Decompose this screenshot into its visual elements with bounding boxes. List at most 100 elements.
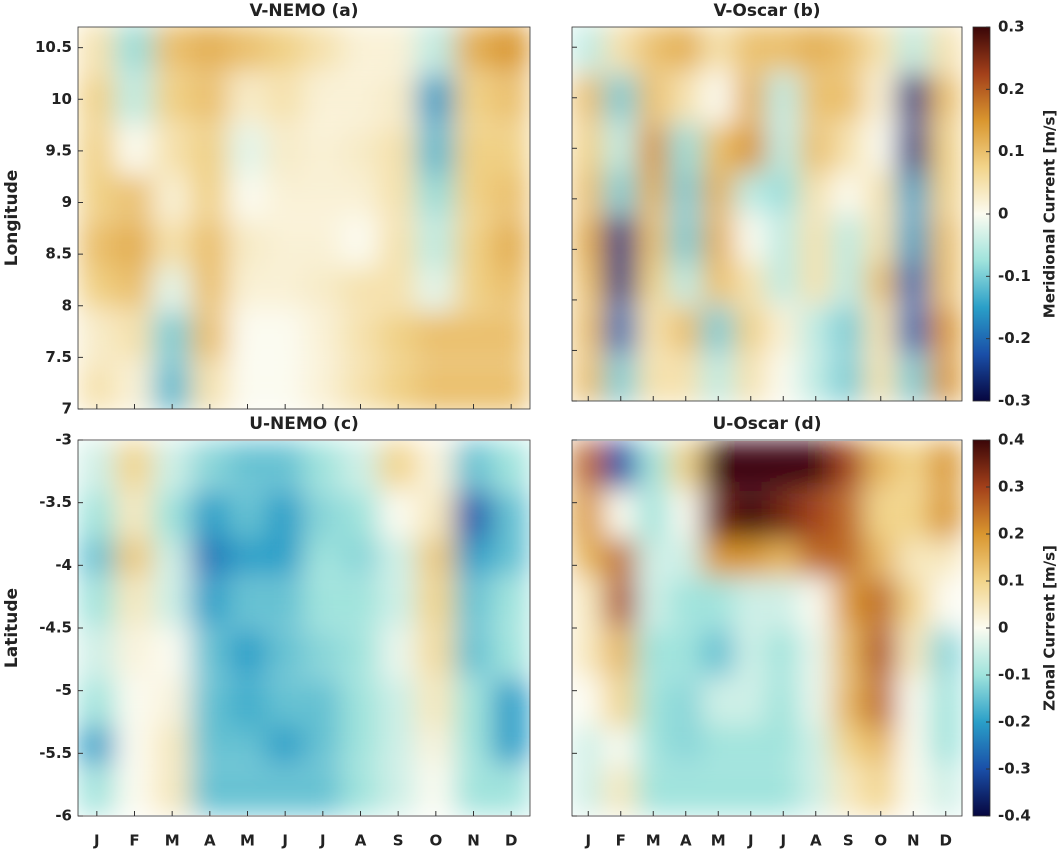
cell: [78, 766, 117, 815]
cell: [115, 491, 154, 540]
cell: [636, 629, 670, 678]
colorbar-label: Zonal Current [m/s]: [1041, 545, 1059, 711]
cell: [766, 766, 800, 815]
cell: [864, 629, 898, 678]
cell: [636, 491, 670, 540]
cell: [341, 312, 380, 362]
cell: [78, 679, 117, 728]
x-tick-label: N: [907, 832, 920, 850]
cell: [636, 441, 670, 490]
cell: [734, 578, 768, 627]
cell: [454, 126, 493, 176]
cell: [604, 215, 638, 264]
cell: [831, 124, 865, 173]
cell: [303, 363, 343, 409]
cell: [378, 491, 418, 540]
cell: [864, 441, 898, 490]
cell: [228, 441, 267, 490]
cell: [78, 167, 117, 217]
cell: [416, 167, 456, 217]
cell: [572, 124, 605, 173]
cell: [831, 629, 865, 678]
colorbar-tick-label: -0.4: [998, 807, 1031, 825]
x-tick-label: A: [680, 832, 692, 850]
panel-title: U-Oscar (d): [713, 414, 822, 434]
cell: [190, 578, 230, 627]
cell: [669, 306, 703, 355]
cell: [831, 306, 865, 355]
cell: [799, 255, 833, 304]
y-axis-label: Latitude: [2, 588, 22, 668]
cell: [734, 679, 768, 728]
cell: [799, 124, 833, 173]
cell: [766, 491, 800, 540]
y-tick-label: 7: [62, 400, 72, 418]
cell: [303, 766, 343, 815]
cell: [265, 491, 305, 540]
cell: [896, 441, 930, 490]
cell: [604, 766, 638, 815]
cell: [416, 766, 456, 815]
cell: [491, 27, 530, 73]
cell: [604, 578, 638, 627]
cell: [454, 167, 493, 217]
cell: [416, 219, 456, 269]
cell: [604, 629, 638, 678]
cell: [896, 255, 930, 304]
cell: [669, 164, 703, 213]
cell: [416, 126, 456, 176]
cell: [190, 74, 230, 124]
cell: [896, 356, 930, 401]
cell: [701, 766, 735, 815]
cell: [896, 124, 930, 173]
cell: [378, 312, 418, 362]
cell: [929, 766, 962, 815]
cell: [831, 491, 865, 540]
cell: [669, 255, 703, 304]
cell: [115, 363, 154, 409]
cell: [228, 312, 267, 362]
cell: [766, 215, 800, 264]
cell: [604, 124, 638, 173]
cell: [766, 578, 800, 627]
cell: [228, 126, 267, 176]
cell: [572, 73, 605, 122]
cell: [228, 679, 267, 728]
cell: [572, 215, 605, 264]
cell: [766, 255, 800, 304]
cell: [491, 491, 530, 540]
x-tick-label: F: [129, 832, 139, 850]
x-tick-label: S: [843, 832, 854, 850]
colorbar-tick-label: 0.3: [998, 478, 1025, 496]
cell: [228, 167, 267, 217]
x-tick-label: J: [93, 832, 100, 850]
cell: [341, 219, 380, 269]
cell: [701, 629, 735, 678]
cell: [766, 356, 800, 401]
cell: [228, 766, 267, 815]
x-tick-label: J: [281, 832, 288, 850]
x-tick-label: J: [779, 832, 786, 850]
x-tick-label: O: [874, 832, 887, 850]
cell: [265, 260, 305, 310]
cell: [864, 73, 898, 122]
cell: [115, 312, 154, 362]
cell: [636, 255, 670, 304]
cell: [701, 255, 735, 304]
heatmap-cells: [572, 441, 962, 815]
cell: [152, 126, 192, 176]
colorbar-tick-label: 0.2: [998, 525, 1025, 543]
y-tick-label: -5.5: [39, 744, 72, 762]
y-tick-label: -4: [55, 556, 72, 574]
cell: [669, 679, 703, 728]
cell: [701, 215, 735, 264]
cell: [701, 164, 735, 213]
cell: [636, 27, 670, 72]
cell: [341, 260, 380, 310]
cell: [636, 766, 670, 815]
cell: [416, 312, 456, 362]
cell: [864, 27, 898, 72]
heatmap-cells: [78, 441, 530, 815]
cell: [152, 766, 192, 815]
